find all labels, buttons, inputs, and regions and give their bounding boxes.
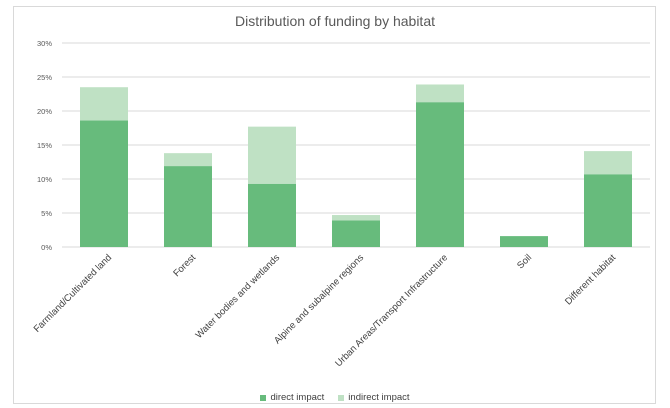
bar-direct <box>500 236 548 247</box>
legend-swatch-direct <box>260 394 267 401</box>
y-tick-label: 15% <box>37 141 52 150</box>
bar-direct <box>80 120 128 247</box>
bar-indirect <box>248 126 296 184</box>
legend: direct impact indirect impact <box>0 392 670 403</box>
x-tick-label: Forest <box>171 252 198 279</box>
y-tick-label: 20% <box>37 107 52 116</box>
legend-label-indirect: indirect impact <box>348 392 410 403</box>
bar-indirect <box>416 84 464 103</box>
bar-indirect <box>332 215 380 221</box>
bar-direct <box>332 220 380 247</box>
bar-indirect <box>584 151 632 175</box>
chart-title: Distribution of funding by habitat <box>234 13 435 29</box>
x-tick-label: Farmland/Cultivated land <box>32 252 114 334</box>
x-tick-label: Soil <box>515 252 534 271</box>
bar-direct <box>164 166 212 247</box>
y-tick-label: 30% <box>37 39 52 48</box>
bar-direct <box>248 183 296 247</box>
y-tick-label: 0% <box>41 243 52 252</box>
legend-item-indirect: indirect impact <box>338 392 410 403</box>
x-tick-label: Different habitat <box>563 252 618 307</box>
bar-indirect <box>164 153 212 167</box>
legend-item-direct: direct impact <box>260 392 324 403</box>
x-tick-label: Alpine and subalpine regions <box>272 252 366 346</box>
bar-indirect <box>80 87 128 121</box>
y-tick-label: 25% <box>37 73 52 82</box>
bar-direct <box>584 174 632 247</box>
bar-direct <box>416 102 464 247</box>
y-tick-label: 10% <box>37 175 52 184</box>
legend-label-direct: direct impact <box>270 392 325 403</box>
x-tick-label: Water bodies and wetlands <box>194 252 283 341</box>
y-tick-label: 5% <box>41 209 52 218</box>
legend-swatch-indirect <box>338 394 345 401</box>
